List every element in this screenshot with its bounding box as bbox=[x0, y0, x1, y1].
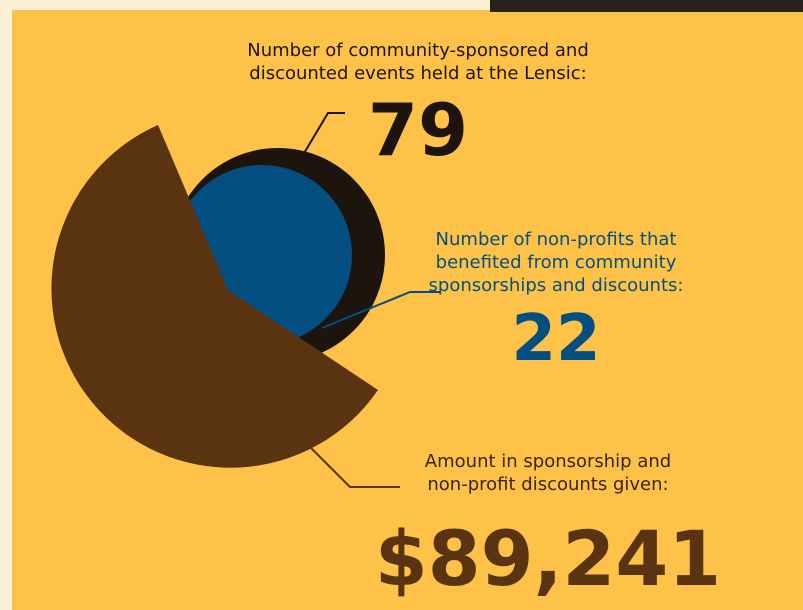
leader-line bbox=[299, 112, 345, 161]
stat-label: Number of non-profits that bbox=[436, 229, 677, 250]
stat-texts: Number of community-sponsored anddiscoun… bbox=[247, 40, 721, 603]
stat-label: Number of community-sponsored and bbox=[247, 40, 589, 61]
stat-value: $89,241 bbox=[375, 514, 721, 603]
stat-value: 22 bbox=[511, 302, 600, 376]
stat-label: sponsorships and discounts: bbox=[429, 275, 684, 296]
top-edge bbox=[0, 0, 490, 10]
leader-line bbox=[307, 444, 400, 488]
stat-label: discounted events held at the Lensic: bbox=[249, 63, 586, 84]
stat-label: benefited from community bbox=[436, 252, 677, 273]
stat-label: non-profit discounts given: bbox=[427, 474, 668, 495]
wedge bbox=[51, 125, 378, 468]
stat-value: 79 bbox=[368, 88, 468, 172]
stat-label: Amount in sponsorship and bbox=[425, 451, 671, 472]
top-corner bbox=[490, 0, 803, 12]
left-edge bbox=[0, 0, 12, 610]
leader-line bbox=[321, 291, 440, 329]
